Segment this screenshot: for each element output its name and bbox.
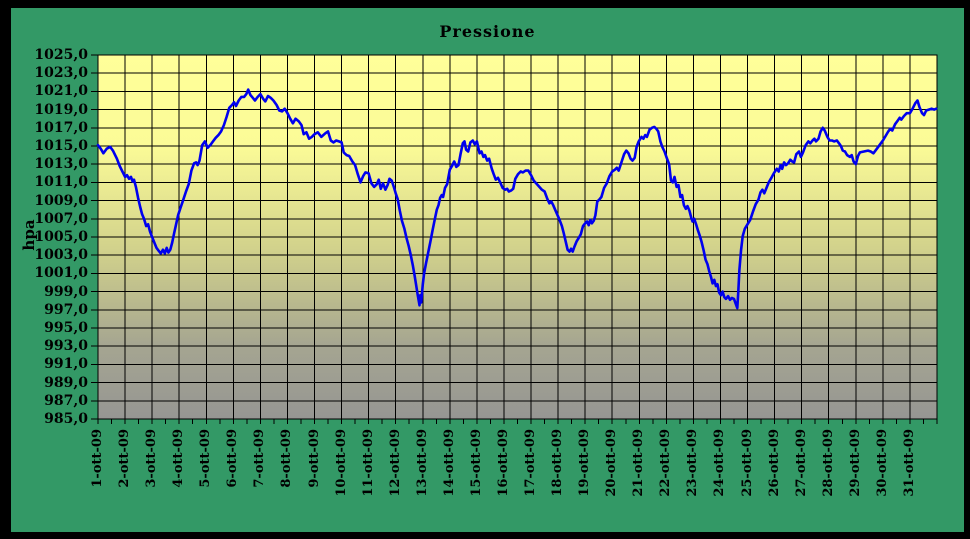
x-tick-label: 8-ott-09 — [279, 429, 295, 488]
x-tick-label: 6-ott-09 — [225, 429, 241, 488]
x-tick-label: 21-ott-09 — [631, 429, 647, 497]
x-tick-label: 4-ott-09 — [171, 429, 187, 488]
y-tick-label: 993,0 — [44, 338, 88, 355]
x-tick-label: 3-ott-09 — [144, 429, 160, 488]
y-tick-label: 1003,0 — [34, 247, 88, 264]
x-tick-label: 1-ott-09 — [90, 429, 105, 488]
y-tick-label: 991,0 — [44, 356, 88, 373]
y-tick-label: 1021,0 — [34, 83, 88, 100]
y-tick-label: 985,0 — [44, 411, 88, 427]
x-tick-label: 10-ott-09 — [333, 429, 349, 497]
x-tick-label: 13-ott-09 — [414, 429, 430, 497]
y-tick-label: 1001,0 — [34, 265, 88, 282]
x-tick-label: 28-ott-09 — [820, 429, 836, 497]
y-tick-label: 1007,0 — [34, 210, 88, 227]
plot-area — [98, 55, 937, 419]
x-tick-label: 12-ott-09 — [387, 429, 403, 497]
x-tick-label: 9-ott-09 — [306, 429, 322, 488]
x-tick-label: 2-ott-09 — [117, 429, 133, 488]
y-tick-label: 989,0 — [44, 374, 88, 391]
x-tick-label: 30-ott-09 — [874, 429, 890, 497]
y-tick-label: 1015,0 — [34, 138, 88, 154]
x-tick-label: 7-ott-09 — [252, 429, 268, 488]
y-tick-label: 1009,0 — [34, 192, 88, 209]
x-tick-label: 25-ott-09 — [739, 429, 755, 497]
x-tick-label: 24-ott-09 — [712, 429, 728, 497]
y-tick-label: 1019,0 — [34, 101, 88, 118]
y-tick-label: 1017,0 — [34, 119, 88, 136]
x-tick-label: 15-ott-09 — [468, 429, 484, 497]
x-tick-label: 19-ott-09 — [577, 429, 593, 497]
y-tick-label: 1023,0 — [34, 65, 88, 82]
x-tick-label: 31-ott-09 — [901, 429, 917, 497]
y-tick-label: 1005,0 — [34, 229, 88, 245]
x-tick-label: 23-ott-09 — [685, 429, 701, 497]
x-tick-label: 5-ott-09 — [198, 429, 214, 488]
x-tick-label: 27-ott-09 — [793, 429, 809, 497]
y-tick-label: 1013,0 — [34, 156, 88, 173]
y-tick-label: 987,0 — [44, 392, 88, 409]
x-tick-label: 11-ott-09 — [360, 429, 376, 497]
y-tick-label: 1025,0 — [34, 47, 88, 63]
x-tick-label: 17-ott-09 — [523, 429, 539, 497]
y-tick-label: 1011,0 — [34, 174, 88, 191]
x-tick-label: 16-ott-09 — [495, 429, 511, 497]
y-tick-label: 997,0 — [44, 301, 88, 318]
x-tick-label: 22-ott-09 — [658, 429, 674, 497]
x-tick-label: 26-ott-09 — [766, 429, 782, 497]
x-tick-label: 29-ott-09 — [847, 429, 863, 497]
x-tick-label: 14-ott-09 — [441, 429, 457, 497]
x-tick-label: 18-ott-09 — [550, 429, 566, 497]
x-tick-label: 20-ott-09 — [604, 429, 620, 497]
y-tick-label: 995,0 — [44, 320, 88, 336]
y-tick-label: 999,0 — [44, 283, 88, 300]
chart-title: Pressione — [439, 22, 536, 41]
